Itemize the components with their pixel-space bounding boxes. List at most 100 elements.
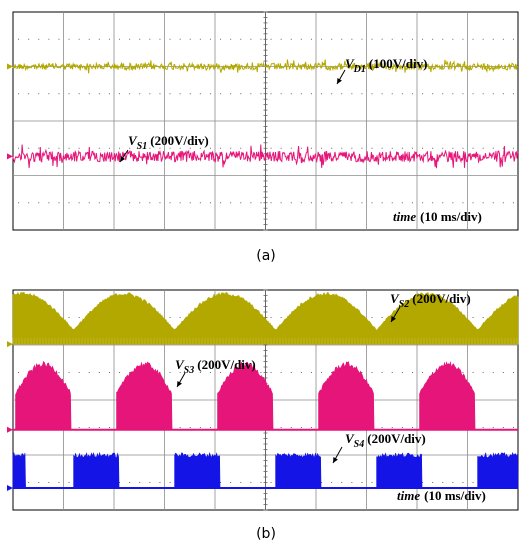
grid-dot: [159, 482, 161, 483]
grid-dot: [381, 427, 383, 428]
grid-dot: [331, 482, 333, 483]
trace-label-sub: D1: [353, 64, 366, 75]
grid-dot: [199, 427, 201, 428]
grid-dot: [381, 38, 383, 40]
grid-dot: [119, 147, 121, 149]
grid-dot: [331, 372, 333, 373]
trace-label-arrowhead: [333, 457, 338, 463]
grid-dot: [411, 202, 413, 204]
grid-dot: [341, 38, 343, 40]
grid-dot: [502, 427, 504, 428]
grid-dot: [321, 93, 323, 95]
grid-dot: [411, 147, 413, 149]
trace-v-s4-burst: [12, 452, 26, 489]
grid-dot: [391, 147, 393, 149]
grid-dot: [199, 38, 201, 40]
grid-dot: [108, 427, 110, 428]
grid-dot: [512, 147, 514, 149]
trace-label-arrowhead: [337, 78, 342, 84]
grid-dot: [452, 147, 454, 149]
grid-dot: [290, 427, 292, 428]
scope-panel-b: VS2 (200V/div)VS3 (200V/div)VS4 (200V/div)t…: [7, 289, 519, 511]
channel-marker: [7, 153, 13, 160]
grid-dot: [371, 372, 373, 373]
grid-dot: [512, 38, 514, 40]
grid-dot: [139, 38, 141, 40]
grid-dot: [220, 147, 222, 149]
trace-label-v-d1: VD1 (100V/div): [345, 56, 427, 75]
grid-dot: [300, 147, 302, 149]
grid-dot: [189, 38, 191, 40]
grid-dot: [209, 38, 211, 40]
grid-dot: [108, 38, 110, 40]
grid-dot: [472, 93, 474, 95]
grid-dot: [492, 93, 494, 95]
grid-dot: [240, 93, 242, 95]
grid-dot: [149, 147, 151, 149]
grid-dot: [492, 147, 494, 149]
grid-dot: [38, 38, 40, 40]
grid-dot: [58, 202, 60, 204]
grid-dot: [48, 202, 50, 204]
scope-panel-a-traces: [7, 59, 519, 169]
grid-dot: [321, 202, 323, 204]
grid-dot: [240, 482, 242, 483]
grid-dot: [512, 372, 514, 373]
grid-dot: [199, 147, 201, 149]
trace-label-v-s4: VS4 (200V/div): [345, 431, 426, 450]
grid-dot: [442, 38, 444, 40]
grid-dot: [361, 93, 363, 95]
grid-dot: [260, 372, 262, 373]
grid-dot: [18, 372, 20, 373]
grid-dot: [381, 202, 383, 204]
grid-dot: [270, 38, 272, 40]
trace-label-sub: S2: [399, 299, 410, 310]
grid-dot: [199, 93, 201, 95]
grid-dot: [189, 147, 191, 149]
grid-dot: [179, 317, 181, 318]
grid-dot: [401, 427, 403, 428]
trace-label-sub: S4: [354, 439, 365, 450]
grid-dot: [280, 93, 282, 95]
grid-dot: [401, 93, 403, 95]
grid-dot: [472, 372, 474, 373]
grid-dot: [78, 93, 80, 95]
grid-dot: [98, 147, 100, 149]
grid-dot: [411, 93, 413, 95]
grid-dot: [48, 482, 50, 483]
grid-dot: [179, 147, 181, 149]
grid-dot: [391, 93, 393, 95]
grid-dot: [321, 372, 323, 373]
grid-dot: [230, 147, 232, 149]
grid-dot: [462, 482, 464, 483]
time-base-unit: (10 ms/div): [420, 209, 482, 224]
grid-dot: [300, 93, 302, 95]
panel-b-caption: (b): [256, 526, 276, 542]
grid-dot: [58, 147, 60, 149]
grid-dot: [502, 147, 504, 149]
grid-dot: [391, 427, 393, 428]
grid-dot: [442, 202, 444, 204]
channel-marker: [7, 341, 13, 348]
grid-dot: [78, 372, 80, 373]
grid-dot: [129, 38, 131, 40]
grid-dot: [371, 93, 373, 95]
trace-label-v-s1: VS1 (200V/div): [128, 133, 209, 152]
grid-dot: [381, 93, 383, 95]
grid-dot: [502, 38, 504, 40]
channel-marker: [7, 426, 13, 433]
grid-dot: [88, 202, 90, 204]
grid-dot: [442, 93, 444, 95]
grid-dot: [149, 38, 151, 40]
grid-dot: [502, 93, 504, 95]
trace-label-main: V: [345, 431, 355, 446]
grid-dot: [422, 93, 424, 95]
time-base-word: time: [397, 488, 420, 503]
grid-dot: [270, 147, 272, 149]
grid-dot: [179, 93, 181, 95]
grid-dot: [452, 38, 454, 40]
grid-dot: [512, 93, 514, 95]
grid-dot: [250, 482, 252, 483]
grid-dot: [260, 93, 262, 95]
grid-dot: [310, 93, 312, 95]
